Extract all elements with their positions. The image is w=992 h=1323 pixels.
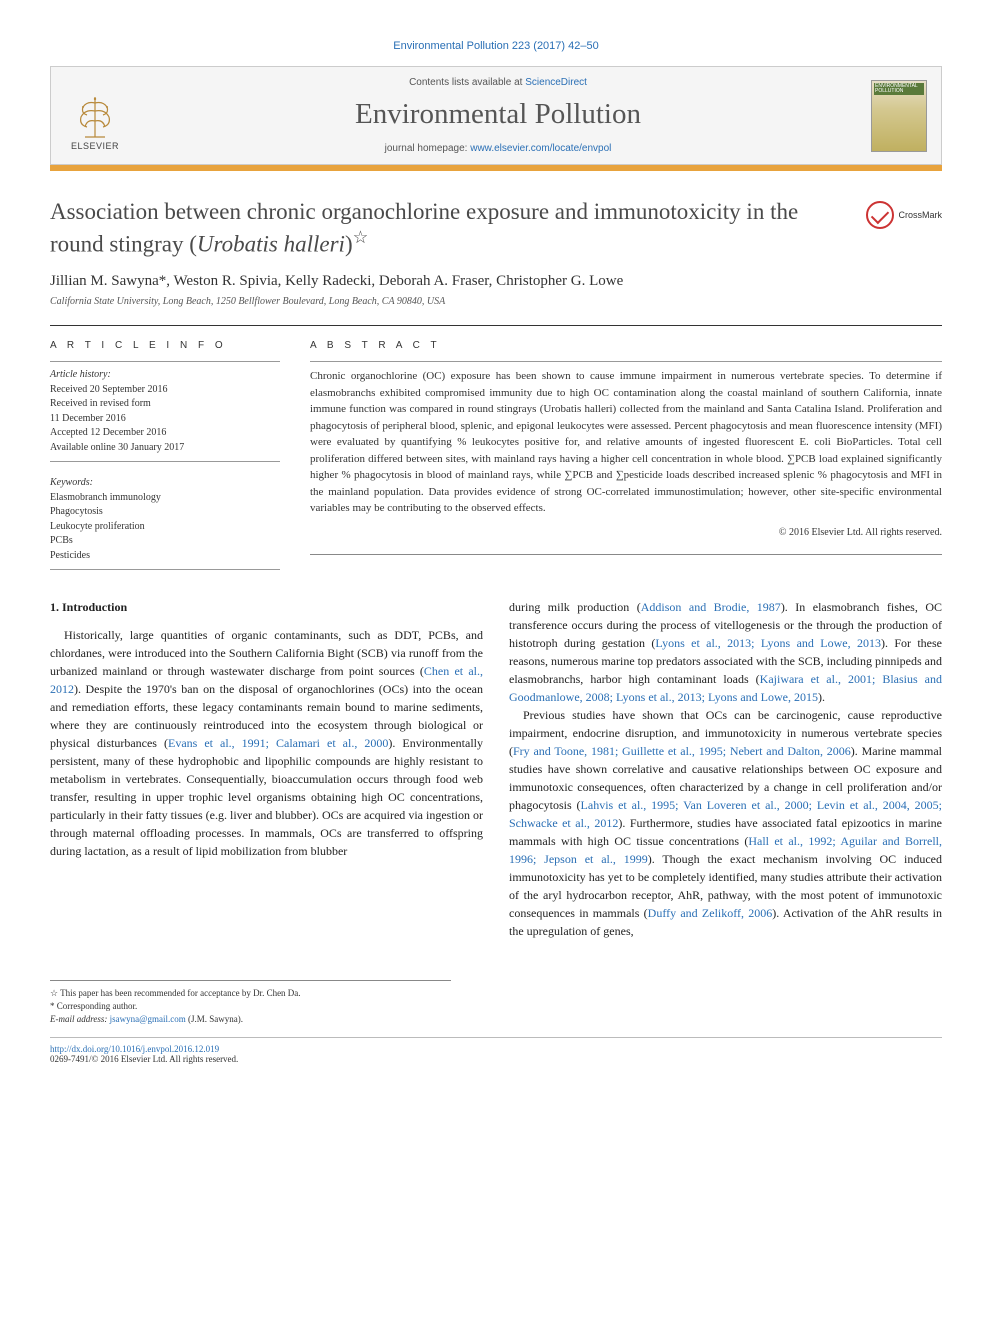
- section-heading: 1. Introduction: [50, 598, 483, 616]
- email-suffix: (J.M. Sawyna).: [186, 1014, 243, 1024]
- intro-para-2: during milk production (Addison and Brod…: [509, 598, 942, 706]
- crossmark-badge[interactable]: CrossMark: [866, 201, 942, 229]
- text: ).: [818, 690, 825, 704]
- contents-prefix: Contents lists available at: [409, 77, 525, 88]
- footnote-corresponding: * Corresponding author.: [50, 1000, 451, 1013]
- text: during milk production (: [509, 600, 641, 614]
- citation[interactable]: Evans et al., 1991; Calamari et al., 200…: [168, 736, 388, 750]
- journal-header: ELSEVIER Contents lists available at Sci…: [50, 66, 942, 165]
- body-columns: 1. Introduction Historically, large quan…: [50, 598, 942, 940]
- doi-link[interactable]: http://dx.doi.org/10.1016/j.envpol.2016.…: [50, 1044, 219, 1054]
- footnote-recommendation: ☆ This paper has been recommended for ac…: [50, 987, 451, 1000]
- article-header: Association between chronic organochlori…: [50, 197, 942, 259]
- header-center: Contents lists available at ScienceDirec…: [125, 77, 871, 154]
- keywords-block: Keywords: Elasmobranch immunology Phagoc…: [50, 476, 280, 570]
- page-container: Environmental Pollution 223 (2017) 42–50…: [0, 0, 992, 1094]
- elsevier-text: ELSEVIER: [71, 141, 119, 151]
- keyword: Leukocyte proliferation: [50, 521, 145, 532]
- contents-line: Contents lists available at ScienceDirec…: [125, 77, 871, 88]
- elsevier-logo: ELSEVIER: [65, 81, 125, 151]
- citation[interactable]: Addison and Brodie, 1987: [641, 600, 781, 614]
- article-history: Article history: Received 20 September 2…: [50, 361, 280, 462]
- history-label: Article history:: [50, 369, 111, 380]
- article-title: Association between chronic organochlori…: [50, 197, 866, 259]
- online-date: Available online 30 January 2017: [50, 442, 184, 453]
- journal-cover-thumbnail: ENVIRONMENTAL POLLUTION: [871, 80, 927, 152]
- received-date: Received 20 September 2016: [50, 384, 167, 395]
- citation[interactable]: Duffy and Zelikoff, 2006: [648, 906, 773, 920]
- keyword: Elasmobranch immunology: [50, 492, 161, 503]
- body-column-left: 1. Introduction Historically, large quan…: [50, 598, 483, 940]
- elsevier-tree-icon: [73, 93, 117, 141]
- crossmark-text: CrossMark: [898, 210, 942, 220]
- citation[interactable]: Fry and Toone, 1981; Guillette et al., 1…: [513, 744, 851, 758]
- body-column-right: during milk production (Addison and Brod…: [509, 598, 942, 940]
- abstract-label: A B S T R A C T: [310, 340, 942, 351]
- revised-line1: Received in revised form: [50, 398, 151, 409]
- footnote-email: E-mail address: jsawyna@gmail.com (J.M. …: [50, 1013, 451, 1026]
- article-info-column: A R T I C L E I N F O Article history: R…: [50, 326, 280, 570]
- homepage-link[interactable]: www.elsevier.com/locate/envpol: [470, 143, 611, 154]
- keyword: Phagocytosis: [50, 506, 103, 517]
- abstract-text: Chronic organochlorine (OC) exposure has…: [310, 361, 942, 517]
- affiliation: California State University, Long Beach,…: [50, 296, 942, 307]
- intro-para-3: Previous studies have shown that OCs can…: [509, 706, 942, 940]
- footnotes: ☆ This paper has been recommended for ac…: [50, 980, 451, 1025]
- title-star: ☆: [353, 228, 368, 247]
- keyword: PCBs: [50, 535, 73, 546]
- accepted-date: Accepted 12 December 2016: [50, 427, 166, 438]
- cover-title: ENVIRONMENTAL POLLUTION: [875, 84, 926, 94]
- text: Historically, large quantities of organi…: [50, 628, 483, 678]
- keywords-label: Keywords:: [50, 477, 93, 488]
- journal-name: Environmental Pollution: [125, 98, 871, 131]
- footer: http://dx.doi.org/10.1016/j.envpol.2016.…: [50, 1037, 942, 1064]
- text: ). Environmentally persistent, many of t…: [50, 736, 483, 858]
- revised-line2: 11 December 2016: [50, 413, 126, 424]
- journal-reference: Environmental Pollution 223 (2017) 42–50: [50, 40, 942, 52]
- orange-divider-bar: [50, 165, 942, 171]
- crossmark-icon: [866, 201, 894, 229]
- info-abstract-row: A R T I C L E I N F O Article history: R…: [50, 326, 942, 570]
- homepage-prefix: journal homepage:: [385, 143, 471, 154]
- abstract-bottom-divider: [310, 554, 942, 555]
- sciencedirect-link[interactable]: ScienceDirect: [525, 77, 587, 88]
- citation[interactable]: Lyons et al., 2013; Lyons and Lowe, 2013: [655, 636, 881, 650]
- intro-para-1: Historically, large quantities of organi…: [50, 626, 483, 860]
- article-info-label: A R T I C L E I N F O: [50, 340, 280, 351]
- abstract-copyright: © 2016 Elsevier Ltd. All rights reserved…: [310, 527, 942, 538]
- abstract-column: A B S T R A C T Chronic organochlorine (…: [310, 326, 942, 570]
- email-label: E-mail address:: [50, 1014, 110, 1024]
- email-link[interactable]: jsawyna@gmail.com: [110, 1014, 186, 1024]
- issn-copyright: 0269-7491/© 2016 Elsevier Ltd. All right…: [50, 1054, 238, 1064]
- homepage-line: journal homepage: www.elsevier.com/locat…: [125, 143, 871, 154]
- authors: Jillian M. Sawyna*, Weston R. Spivia, Ke…: [50, 273, 942, 290]
- keyword: Pesticides: [50, 550, 90, 561]
